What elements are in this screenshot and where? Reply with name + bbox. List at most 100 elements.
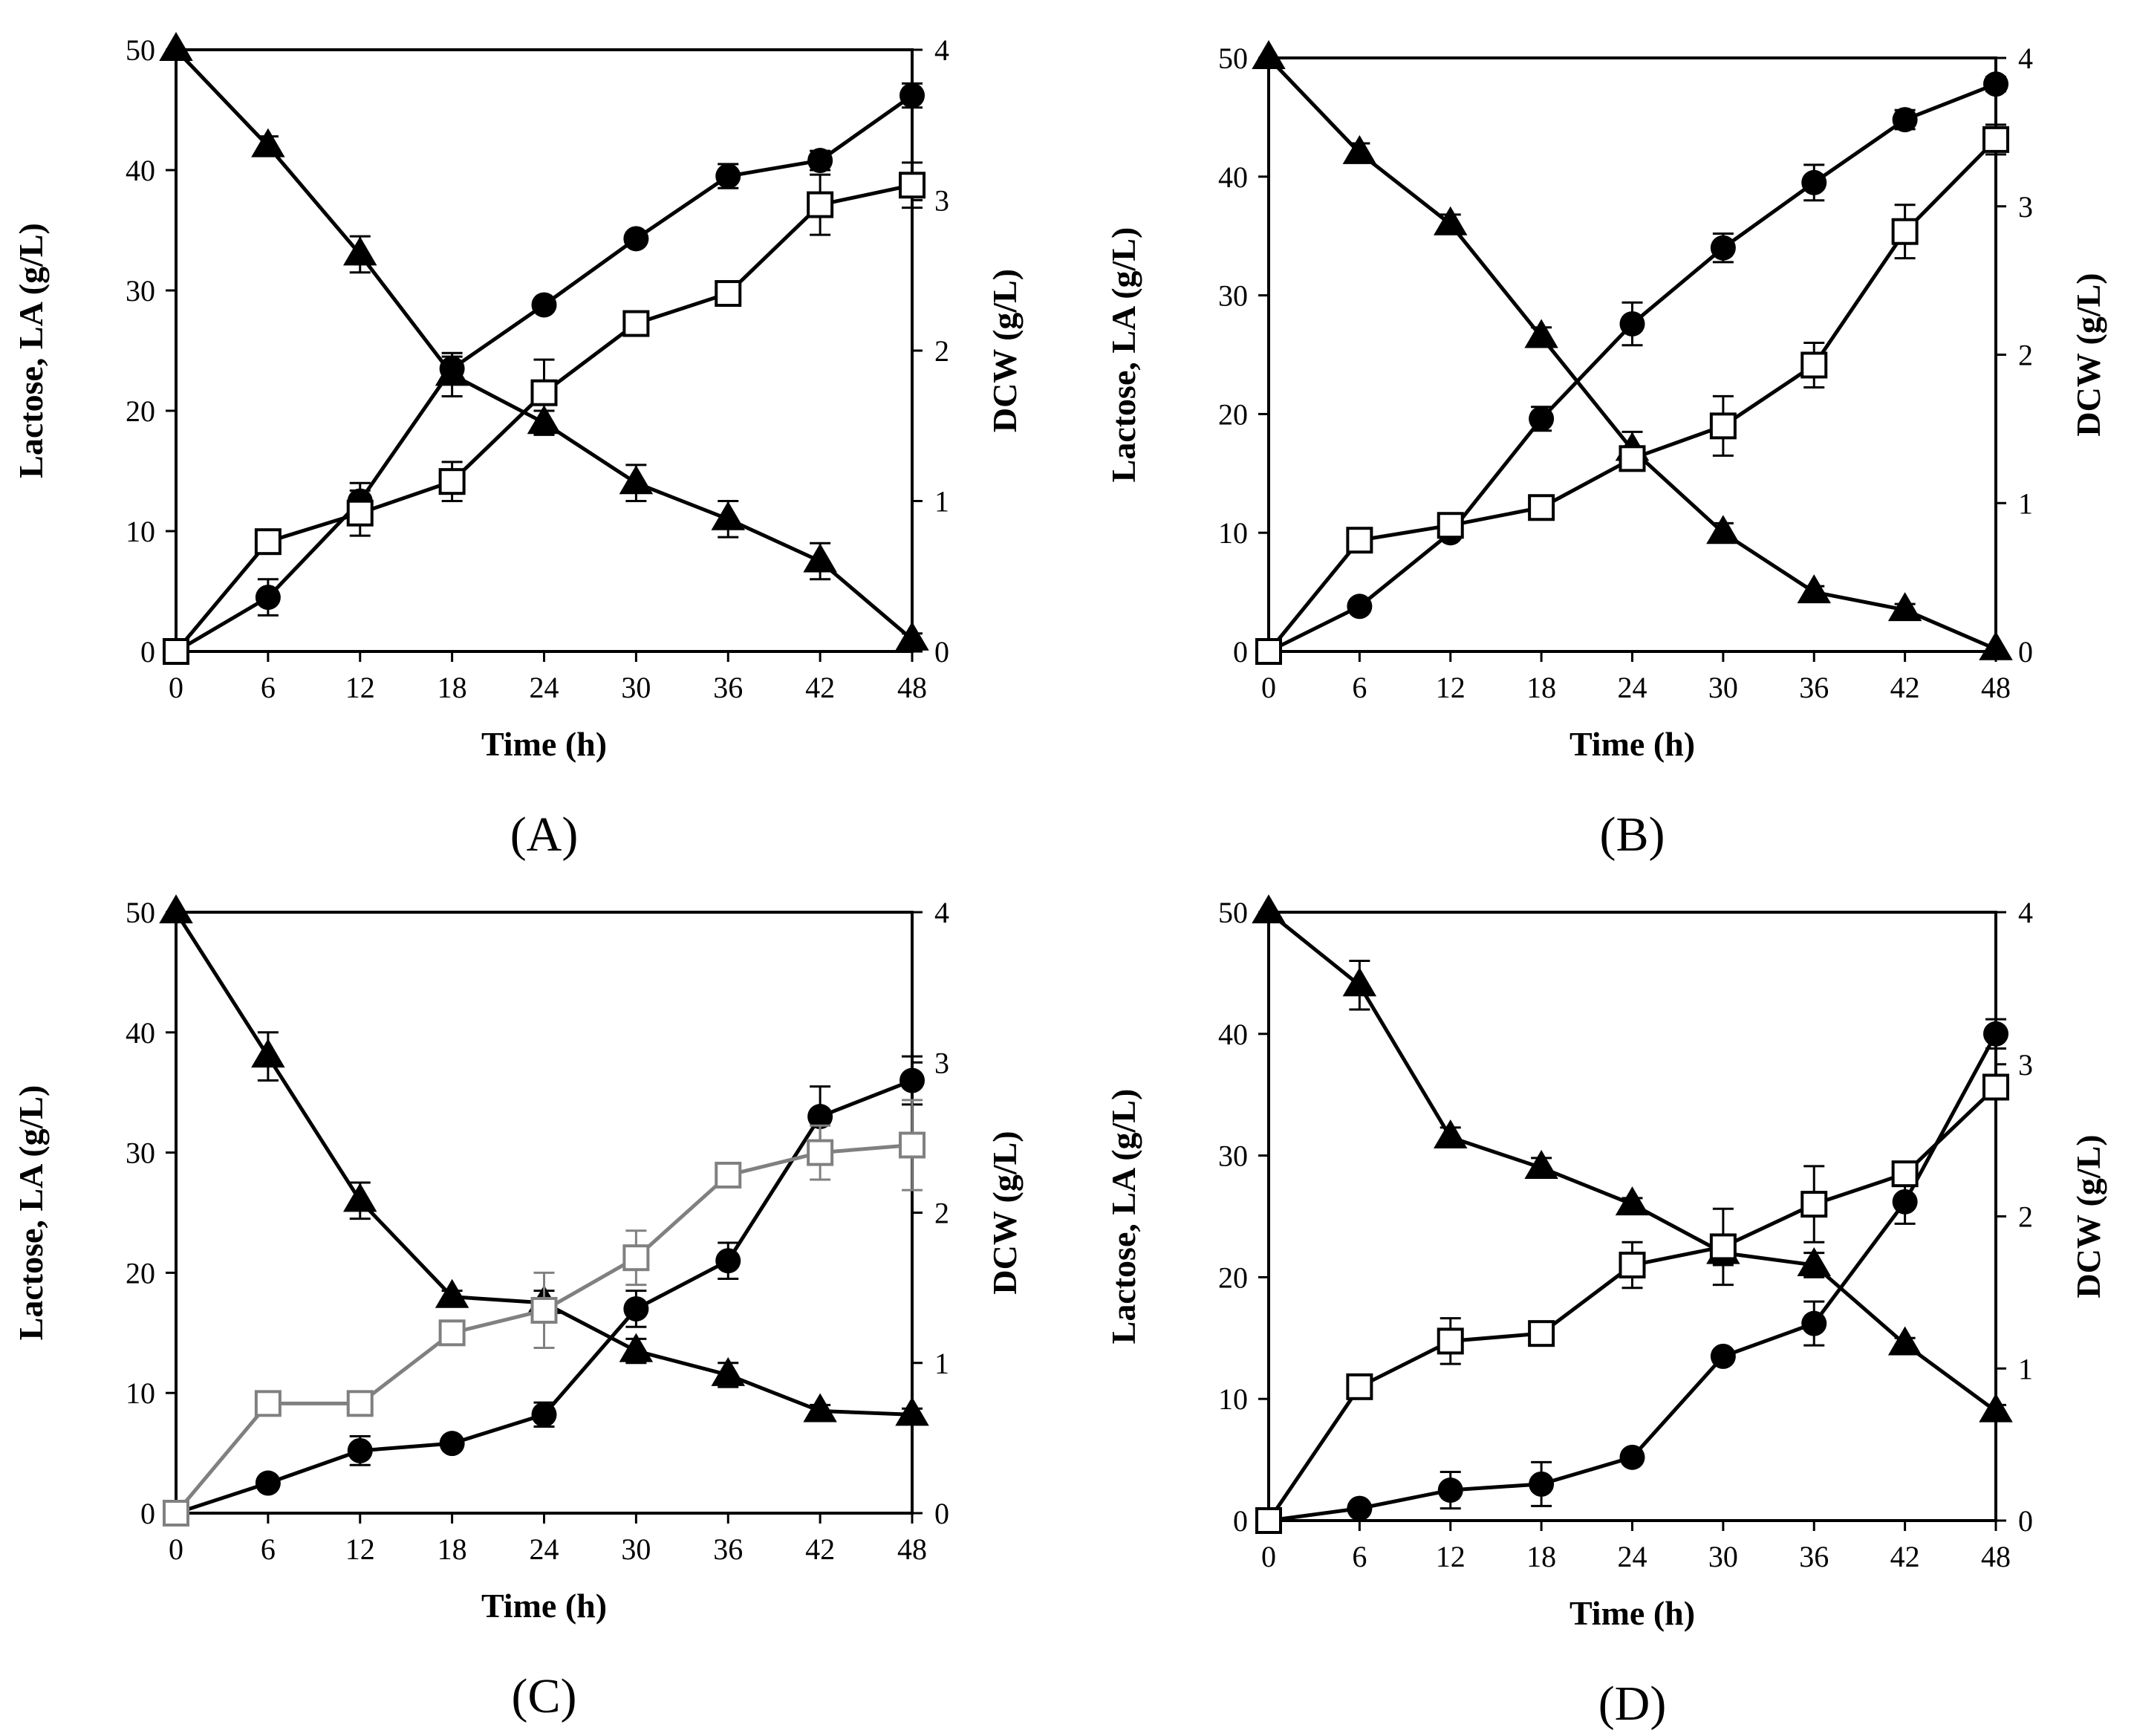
x-tick-label: 0 [169, 1532, 183, 1566]
y-tick-label: 50 [1218, 896, 1248, 929]
lactose-point [435, 1278, 469, 1308]
lactose-point [159, 894, 193, 923]
y2-tick-label: 4 [2018, 896, 2033, 929]
y2-axis-title: DCW (g/L) [2069, 273, 2107, 436]
lactose-point [711, 1356, 745, 1386]
dcw-point [1437, 1327, 1464, 1355]
y2-tick-label: 4 [934, 896, 949, 929]
plot-frame [1267, 911, 1997, 1522]
dcw-point [1800, 351, 1828, 379]
y2-tick-label: 2 [934, 1197, 949, 1230]
la-point [255, 1470, 281, 1496]
lactose-point [803, 543, 837, 573]
la-point [1710, 235, 1736, 261]
y-tick-label: 10 [1218, 516, 1248, 550]
y2-tick-label: 3 [2018, 1048, 2033, 1082]
dcw-point [1709, 412, 1737, 440]
la-point [900, 82, 925, 108]
la-point [1347, 594, 1373, 620]
la-point [623, 226, 649, 252]
x-tick-label: 18 [437, 671, 467, 704]
dcw-point [1982, 126, 2009, 153]
y2-tick-label: 0 [934, 1497, 949, 1530]
lactose-point [1524, 1149, 1558, 1179]
dcw-point [715, 1161, 742, 1189]
y2-axis-title: DCW (g/L) [986, 1131, 1024, 1294]
y-axis-title: Lactose, LA (g/L) [1105, 1089, 1142, 1345]
dcw-point [1800, 1191, 1828, 1218]
x-tick-label: 6 [261, 671, 276, 704]
la-point [900, 1067, 925, 1093]
y-tick-label: 40 [1218, 1018, 1248, 1051]
lactose-point [1979, 1393, 2013, 1423]
y-tick-label: 40 [126, 154, 155, 187]
lactose-point [1887, 1326, 1922, 1356]
x-axis-title: Time (h) [1569, 725, 1695, 763]
y-tick-label: 10 [126, 1376, 155, 1410]
y-tick-label: 40 [126, 1016, 155, 1050]
y2-tick-label: 4 [934, 33, 949, 67]
dcw-point [530, 1296, 558, 1324]
x-tick-label: 6 [1352, 1540, 1367, 1573]
lactose-point [1887, 592, 1922, 622]
panel-label: (B) [1600, 807, 1665, 862]
x-axis-title: Time (h) [481, 1587, 607, 1625]
lactose-point [343, 1183, 377, 1212]
x-tick-label: 0 [1261, 671, 1276, 704]
lactose-point [251, 1038, 285, 1068]
x-tick-label: 12 [1436, 671, 1466, 704]
y-tick-label: 0 [1233, 1504, 1248, 1538]
x-tick-label: 42 [805, 671, 835, 704]
y-tick-label: 30 [1218, 279, 1248, 313]
y2-tick-label: 0 [2018, 635, 2033, 669]
la-point [715, 163, 741, 189]
x-tick-label: 48 [1981, 671, 2011, 704]
lactose-series-line [1267, 56, 1997, 651]
y2-tick-label: 1 [2018, 1352, 2033, 1385]
la-point [1619, 1444, 1645, 1470]
la-point [531, 1402, 557, 1428]
y2-tick-label: 3 [934, 1046, 949, 1079]
y-tick-label: 10 [126, 515, 155, 548]
y2-tick-label: 1 [934, 485, 949, 518]
dcw-point [1528, 1320, 1555, 1347]
lactose-point [1615, 1186, 1650, 1216]
panel-label: (A) [510, 807, 579, 862]
dcw-point [1891, 218, 1919, 245]
x-tick-label: 0 [1261, 1540, 1276, 1573]
x-tick-label: 30 [1708, 1540, 1738, 1573]
dcw-point [1437, 512, 1464, 539]
y-axis-title: Lactose, LA (g/L) [12, 1085, 50, 1341]
dcw-point [163, 1500, 189, 1527]
y-tick-label: 30 [126, 1137, 155, 1170]
x-tick-label: 12 [1436, 1540, 1466, 1573]
lactose-point [159, 32, 193, 61]
y2-tick-label: 2 [2018, 1200, 2033, 1234]
x-tick-label: 24 [530, 671, 559, 704]
dcw-point [807, 1139, 834, 1166]
x-tick-label: 30 [621, 671, 651, 704]
la-point [531, 292, 557, 318]
x-tick-label: 42 [1890, 671, 1920, 704]
dcw-point [346, 499, 374, 527]
x-tick-label: 0 [169, 671, 183, 704]
la-point [807, 148, 833, 174]
y-axis-title: Lactose, LA (g/L) [12, 223, 50, 478]
y2-tick-label: 2 [2018, 339, 2033, 372]
lactose-point [895, 1397, 929, 1426]
x-tick-label: 18 [437, 1532, 467, 1566]
x-tick-label: 36 [1799, 671, 1829, 704]
y-tick-label: 20 [126, 394, 155, 428]
lactose-point [251, 128, 285, 157]
lactose-point [619, 1333, 654, 1362]
dcw-point [1528, 494, 1555, 521]
y2-axis-title: DCW (g/L) [2069, 1134, 2107, 1298]
lactose-series-line [1267, 911, 1997, 1413]
lactose-series-line [175, 48, 914, 641]
la-point [623, 1296, 649, 1321]
dcw-point [254, 528, 282, 556]
x-tick-label: 24 [530, 1532, 559, 1566]
lactose-point [1797, 574, 1831, 604]
